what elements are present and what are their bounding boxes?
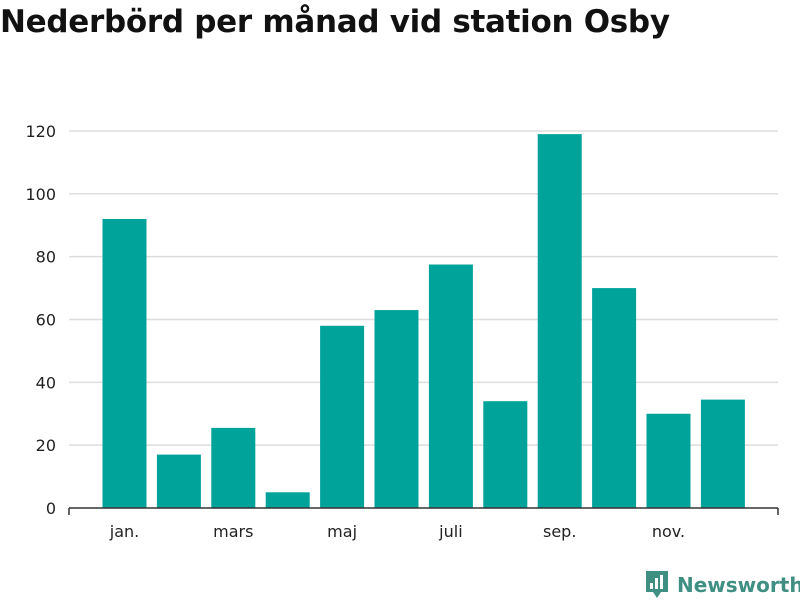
y-tick-label: 60 [36, 311, 56, 330]
bar-maj[interactable] [320, 325, 365, 508]
x-tick-label: maj [327, 522, 357, 541]
newsworthy-logo[interactable]: Newsworthy [644, 570, 800, 600]
grid-lines [69, 130, 778, 446]
x-axis [68, 507, 779, 515]
bar-aug[interactable] [483, 401, 528, 508]
x-tick-label: sep. [543, 522, 576, 541]
x-tick-label: jan. [109, 522, 139, 541]
bar-apr[interactable] [265, 492, 310, 508]
y-tick-label: 80 [36, 248, 56, 267]
y-tick-label: 40 [36, 373, 56, 392]
bar-feb[interactable] [156, 454, 201, 508]
bar-juli[interactable] [428, 264, 473, 508]
newsworthy-logo-icon [646, 571, 668, 598]
bar-jan[interactable] [102, 218, 147, 508]
chart-title: Nederbörd per månad vid station Osby [0, 4, 670, 40]
bar-nov[interactable] [646, 413, 691, 508]
x-tick-label: juli [438, 522, 462, 541]
y-tick-label: 0 [46, 499, 56, 518]
bar-sep[interactable] [537, 134, 582, 508]
x-axis-tick-labels: jan. mars maj juli sep. nov. [109, 522, 685, 541]
bar-mars[interactable] [211, 427, 256, 508]
bar-juni[interactable] [374, 310, 419, 508]
y-tick-label: 20 [36, 436, 56, 455]
x-tick-label: nov. [652, 522, 685, 541]
bar-dec[interactable] [700, 399, 745, 508]
newsworthy-logo-text: Newsworthy [677, 573, 800, 597]
y-tick-label: 120 [25, 122, 56, 141]
x-tick-label: mars [213, 522, 253, 541]
bar-okt[interactable] [592, 288, 637, 508]
bars [102, 134, 745, 508]
y-axis-tick-labels: 0 20 40 60 80 100 120 [25, 122, 56, 518]
y-tick-label: 100 [25, 185, 56, 204]
